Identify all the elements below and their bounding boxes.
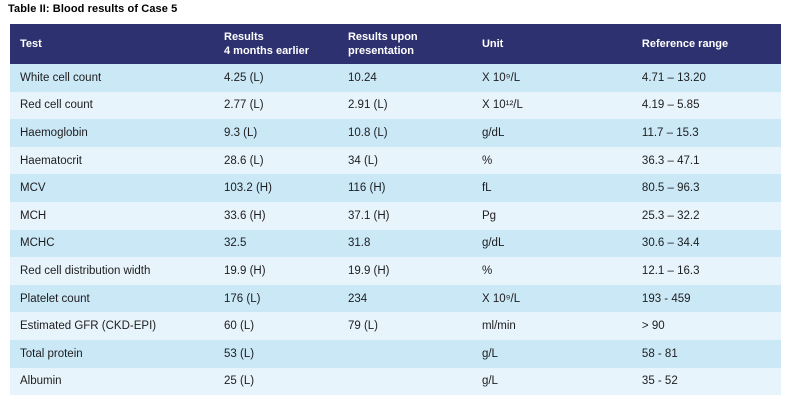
cell-test: MCH bbox=[10, 201, 214, 230]
table-row: Albumin 25 (L) g/L 35 - 52 bbox=[10, 367, 781, 396]
cell-unit: X 10¹²/L bbox=[471, 91, 632, 120]
cell-reference-range: 193 - 459 bbox=[631, 284, 781, 313]
cell-results-presentation: 10.24 bbox=[337, 64, 472, 92]
cell-results-presentation: 31.8 bbox=[337, 229, 472, 258]
cell-unit: % bbox=[471, 257, 632, 285]
table-title: Table II: Blood results of Case 5 bbox=[8, 3, 178, 15]
cell-results-earlier: 2.77 (L) bbox=[214, 91, 338, 120]
cell-results-earlier: 25 (L) bbox=[214, 367, 338, 396]
cell-results-presentation: 19.9 (H) bbox=[337, 257, 472, 285]
cell-results-presentation: 34 (L) bbox=[337, 146, 472, 175]
cell-unit: ml/min bbox=[471, 312, 632, 340]
cell-reference-range: 36.3 – 47.1 bbox=[631, 146, 781, 175]
cell-results-earlier: 28.6 (L) bbox=[214, 146, 338, 175]
cell-results-earlier: 33.6 (H) bbox=[214, 201, 338, 230]
table-row: Haemoglobin 9.3 (L) 10.8 (L) g/dL 11.7 – 15.… bbox=[10, 119, 781, 147]
cell-results-earlier: 32.5 bbox=[214, 229, 338, 258]
cell-test: Total protein bbox=[10, 339, 214, 368]
cell-reference-range: 80.5 – 96.3 bbox=[631, 174, 781, 202]
table-row: Red cell distribution width 19.9 (H) 19.9 … bbox=[10, 257, 781, 285]
cell-results-presentation: 234 bbox=[337, 284, 472, 313]
cell-reference-range: 4.19 – 5.85 bbox=[631, 91, 781, 120]
cell-results-earlier: 4.25 (L) bbox=[214, 64, 338, 92]
cell-reference-range: 58 - 81 bbox=[631, 339, 781, 368]
column-header-unit: Unit bbox=[471, 24, 632, 64]
cell-results-earlier: 53 (L) bbox=[214, 339, 338, 368]
cell-results-earlier: 60 (L) bbox=[214, 312, 338, 340]
cell-test: MCV bbox=[10, 174, 214, 202]
cell-test: White cell count bbox=[10, 64, 214, 92]
cell-results-presentation: 116 (H) bbox=[337, 174, 472, 202]
table-header: Test Results 4 months earlier Results up… bbox=[10, 24, 781, 64]
cell-unit: fL bbox=[471, 174, 632, 202]
table-row: MCV 103.2 (H) 116 (H) fL 80.5 – 96.3 bbox=[10, 174, 781, 202]
cell-results-earlier: 19.9 (H) bbox=[214, 257, 338, 285]
cell-test: Haemoglobin bbox=[10, 119, 214, 147]
cell-reference-range: 11.7 – 15.3 bbox=[631, 119, 781, 147]
cell-results-presentation: 10.8 (L) bbox=[337, 119, 472, 147]
cell-results-presentation: 2.91 (L) bbox=[337, 91, 472, 120]
cell-reference-range: 25.3 – 32.2 bbox=[631, 201, 781, 230]
column-header-test: Test bbox=[10, 24, 214, 64]
column-header-results-earlier: Results 4 months earlier bbox=[214, 24, 338, 64]
table-body: White cell count 4.25 (L) 10.24 X 10⁹/L 4.71… bbox=[10, 64, 781, 396]
cell-unit: g/L bbox=[471, 339, 632, 368]
table-row: White cell count 4.25 (L) 10.24 X 10⁹/L 4.71… bbox=[10, 64, 781, 92]
table-row: Red cell count 2.77 (L) 2.91 (L) X 10¹²/L 4.… bbox=[10, 91, 781, 120]
cell-results-earlier: 103.2 (H) bbox=[214, 174, 338, 202]
cell-results-earlier: 9.3 (L) bbox=[214, 119, 338, 147]
header-row: Test Results 4 months earlier Results up… bbox=[10, 24, 781, 64]
cell-test: MCHC bbox=[10, 229, 214, 258]
cell-reference-range: 12.1 – 16.3 bbox=[631, 257, 781, 285]
column-header-reference-range: Reference range bbox=[631, 24, 781, 64]
cell-results-earlier: 176 (L) bbox=[214, 284, 338, 313]
cell-test: Albumin bbox=[10, 367, 214, 396]
cell-unit: g/dL bbox=[471, 229, 632, 258]
cell-test: Platelet count bbox=[10, 284, 214, 313]
table-row: Haematocrit 28.6 (L) 34 (L)% 36.3 – 47.1 bbox=[10, 146, 781, 175]
cell-test: Estimated GFR (CKD-EPI) bbox=[10, 312, 214, 340]
cell-unit: Pg bbox=[471, 201, 632, 230]
table-row: Estimated GFR (CKD-EPI) 60 (L) 79 (L) ml/mi… bbox=[10, 312, 781, 340]
table-row: MCH 33.6 (H) 37.1 (H) Pg 25.3 – 32.2 bbox=[10, 201, 781, 230]
cell-test: Red cell distribution width bbox=[10, 257, 214, 285]
cell-results-presentation: 79 (L) bbox=[337, 312, 472, 340]
cell-results-presentation: 37.1 (H) bbox=[337, 201, 472, 230]
table-row: MCHC 32.5 31.8 g/dL 30.6 – 34.4 bbox=[10, 229, 781, 258]
cell-reference-range: 30.6 – 34.4 bbox=[631, 229, 781, 258]
cell-reference-range: 4.71 – 13.20 bbox=[631, 64, 781, 92]
cell-test: Red cell count bbox=[10, 91, 214, 120]
cell-unit: X 10⁹/L bbox=[471, 284, 632, 313]
column-header-results-presentation: Results upon presentation bbox=[337, 24, 472, 64]
cell-unit: g/dL bbox=[471, 119, 632, 147]
cell-reference-range: > 90 bbox=[631, 312, 781, 340]
cell-results-presentation bbox=[337, 339, 472, 368]
cell-results-presentation bbox=[337, 367, 472, 396]
cell-unit: g/L bbox=[471, 367, 632, 396]
table-row: Total protein 53 (L) g/L 58 - 81 bbox=[10, 339, 781, 368]
cell-reference-range: 35 - 52 bbox=[631, 367, 781, 396]
table-row: Platelet count 176 (L) 234 X 10⁹/L 193 - 459 bbox=[10, 284, 781, 313]
cell-unit: % bbox=[471, 146, 632, 175]
blood-results-table: Test Results 4 months earlier Results up… bbox=[10, 24, 781, 396]
cell-test: Haematocrit bbox=[10, 146, 214, 175]
cell-unit: X 10⁹/L bbox=[471, 64, 632, 92]
